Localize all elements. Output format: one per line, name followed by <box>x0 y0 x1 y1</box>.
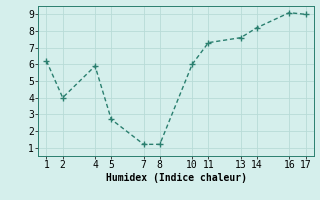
X-axis label: Humidex (Indice chaleur): Humidex (Indice chaleur) <box>106 173 246 183</box>
